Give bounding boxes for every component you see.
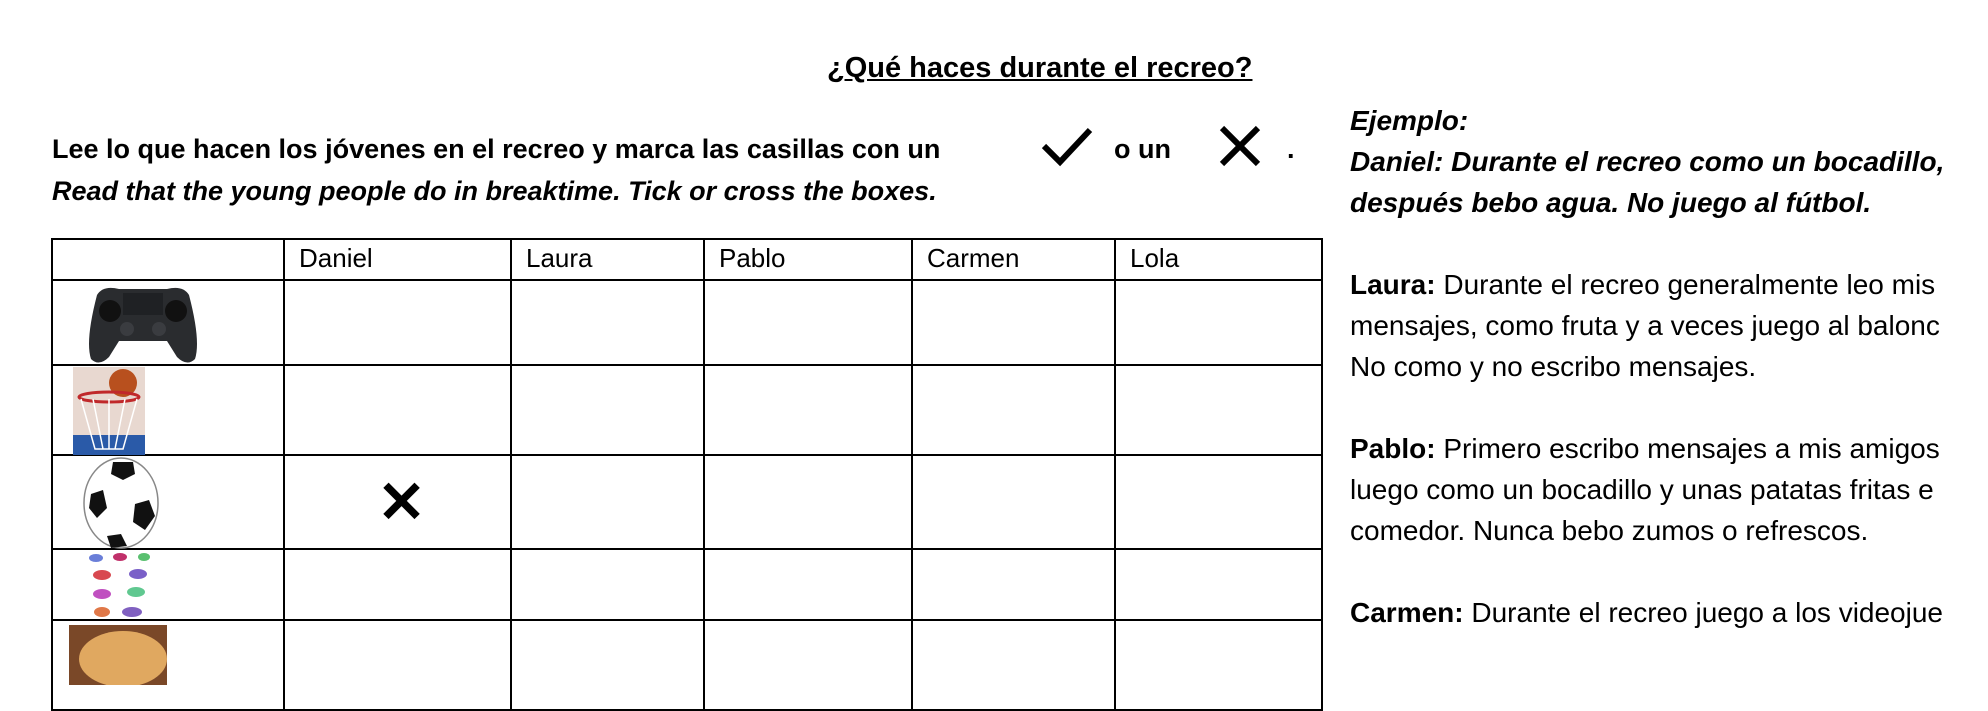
- row-icon-cell: [51, 619, 285, 711]
- mark-cell[interactable]: [283, 548, 512, 621]
- cross-mark-icon: [1219, 125, 1261, 167]
- pablo-text: Pablo: Primero escribo mensajes a mis am…: [1350, 428, 1988, 551]
- football-icon: [83, 457, 159, 549]
- check-mark-icon: [1041, 127, 1093, 167]
- instruction-english: Read that the young people do in breakti…: [52, 176, 937, 206]
- header-corner: [51, 238, 285, 281]
- mark-cell[interactable]: [911, 619, 1116, 711]
- mark-cell[interactable]: [1114, 619, 1323, 711]
- mark-cell[interactable]: [1114, 454, 1323, 550]
- page-title: ¿Qué haces durante el recreo?: [827, 52, 1253, 84]
- header-lola: Lola: [1114, 238, 1323, 281]
- text-line: mensajes, como fruta y a veces juego al …: [1350, 310, 1940, 341]
- mark-cell[interactable]: [283, 619, 512, 711]
- header-daniel: Daniel: [283, 238, 512, 281]
- mark-cell[interactable]: [283, 364, 512, 456]
- mark-cell[interactable]: [703, 548, 913, 621]
- sweets-icon: [89, 553, 150, 617]
- mark-cell[interactable]: [703, 454, 913, 550]
- row-icon-cell: [51, 454, 285, 550]
- row-icon-cell: [51, 548, 285, 621]
- text-line: Durante el recreo juego a los videojue: [1463, 597, 1943, 628]
- text-line: luego como un bocadillo y unas patatas f…: [1350, 474, 1934, 505]
- bread-roll-icon: [69, 625, 167, 685]
- mark-cell[interactable]: [703, 619, 913, 711]
- mark-cell[interactable]: [911, 548, 1116, 621]
- table-row: ✕: [51, 454, 1323, 550]
- mark-cell[interactable]: [911, 279, 1116, 366]
- mark-cell[interactable]: [283, 279, 512, 366]
- header-carmen: Carmen: [911, 238, 1116, 281]
- text-line: Primero escribo mensajes a mis amigos: [1435, 433, 1940, 464]
- text-line: Durante el recreo generalmente leo mis: [1435, 269, 1936, 300]
- example-line: Daniel: Durante el recreo como un bocadi…: [1350, 146, 1945, 177]
- game-controller-icon: [89, 287, 197, 363]
- mark-cell[interactable]: [1114, 364, 1323, 456]
- instruction-spanish: Lee lo que hacen los jóvenes en el recre…: [52, 134, 941, 164]
- mark-cell[interactable]: [510, 548, 705, 621]
- mark-cell[interactable]: [1114, 548, 1323, 621]
- row-icon-cell: [51, 364, 285, 456]
- row-icon-cell: [51, 279, 285, 366]
- table-row: [51, 548, 1323, 621]
- carmen-text: Carmen: Durante el recreo juego a los vi…: [1350, 592, 1988, 633]
- mark-cell[interactable]: [510, 619, 705, 711]
- laura-name: Laura:: [1350, 269, 1436, 300]
- example-label: Ejemplo:: [1350, 105, 1469, 136]
- example-line: después bebo agua. No juego al fútbol.: [1350, 187, 1872, 218]
- table-row: [51, 279, 1323, 366]
- text-line: comedor. Nunca bebo zumos o refrescos.: [1350, 515, 1869, 546]
- laura-text: Laura: Durante el recreo generalmente le…: [1350, 264, 1988, 387]
- answer-grid: Daniel Laura Pablo Carmen Lola: [51, 238, 1323, 711]
- mark-cell[interactable]: [510, 454, 705, 550]
- mark-cell[interactable]: [703, 364, 913, 456]
- basketball-hoop-icon: [73, 367, 145, 455]
- table-row: [51, 619, 1323, 711]
- pablo-name: Pablo:: [1350, 433, 1436, 464]
- table-row: [51, 364, 1323, 456]
- mark-cell[interactable]: [911, 364, 1116, 456]
- header-pablo: Pablo: [703, 238, 913, 281]
- instruction-connector: o un: [1114, 134, 1171, 164]
- text-line: No como y no escribo mensajes.: [1350, 351, 1757, 382]
- mark-cell[interactable]: [911, 454, 1116, 550]
- reading-texts: Ejemplo: Daniel: Durante el recreo como …: [1350, 100, 1988, 674]
- header-laura: Laura: [510, 238, 705, 281]
- instruction-end: .: [1287, 134, 1295, 164]
- mark-cell[interactable]: [510, 279, 705, 366]
- example-block: Ejemplo: Daniel: Durante el recreo como …: [1350, 100, 1988, 223]
- mark-cell[interactable]: [703, 279, 913, 366]
- header-row: Daniel Laura Pablo Carmen Lola: [51, 238, 1323, 281]
- mark-cell[interactable]: [1114, 279, 1323, 366]
- mark-cell[interactable]: [510, 364, 705, 456]
- carmen-name: Carmen:: [1350, 597, 1464, 628]
- mark-cell[interactable]: ✕: [283, 454, 512, 550]
